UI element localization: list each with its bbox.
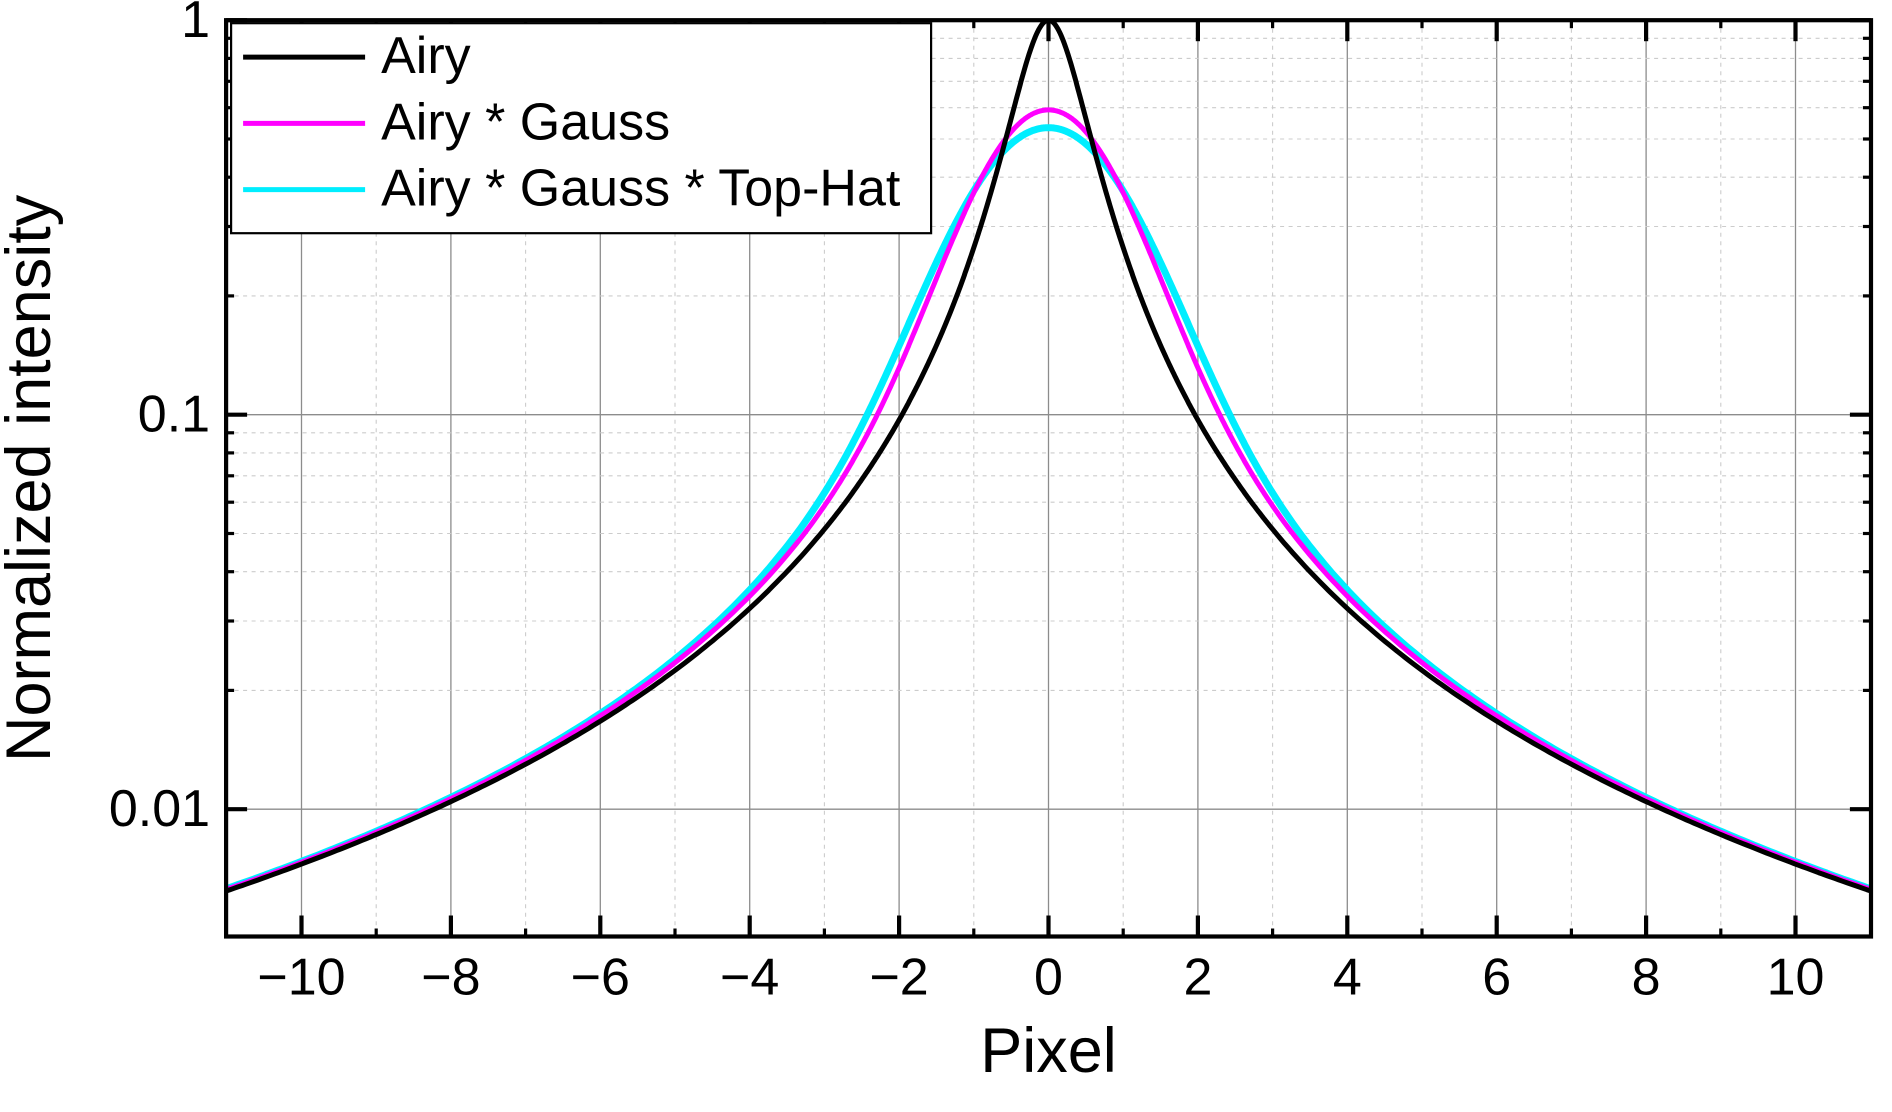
svg-text:0.1: 0.1 (138, 386, 210, 444)
svg-text:10: 10 (1767, 949, 1825, 1007)
svg-text:2: 2 (1183, 949, 1212, 1007)
svg-text:8: 8 (1632, 949, 1661, 1007)
svg-text:Airy: Airy (381, 27, 471, 85)
svg-text:−2: −2 (869, 949, 928, 1007)
svg-text:4: 4 (1333, 949, 1362, 1007)
svg-text:Pixel: Pixel (980, 1016, 1117, 1086)
svg-text:Airy * Gauss * Top-Hat: Airy * Gauss * Top-Hat (381, 160, 901, 218)
svg-text:−10: −10 (257, 949, 345, 1007)
svg-text:Normalized intensity: Normalized intensity (0, 194, 64, 762)
svg-text:0.01: 0.01 (109, 780, 210, 838)
svg-text:−6: −6 (571, 949, 630, 1007)
svg-text:−8: −8 (421, 949, 480, 1007)
svg-text:6: 6 (1482, 949, 1511, 1007)
svg-text:0: 0 (1034, 949, 1063, 1007)
svg-text:−4: −4 (720, 949, 779, 1007)
svg-text:Airy * Gauss: Airy * Gauss (381, 94, 670, 152)
svg-text:1: 1 (181, 0, 210, 49)
